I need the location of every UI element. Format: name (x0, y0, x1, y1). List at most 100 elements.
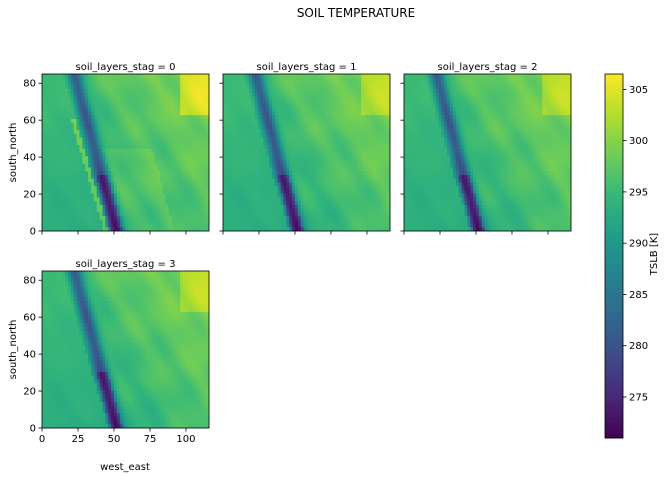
heatmap-cell (163, 74, 166, 78)
heatmap-cell (100, 123, 103, 127)
heatmap-cell (358, 160, 361, 164)
heatmap-cell (154, 81, 157, 85)
heatmap-cell (240, 171, 243, 175)
heatmap-cell (347, 205, 350, 209)
heatmap-cell (137, 216, 140, 220)
heatmap-cell (312, 141, 315, 145)
heatmap-cell (163, 171, 166, 175)
heatmap-cell (249, 123, 252, 127)
heatmap-cell (275, 190, 278, 194)
heatmap-cell (266, 134, 269, 138)
heatmap-cell (347, 149, 350, 153)
heatmap-cell (111, 197, 114, 201)
heatmap-cell (74, 179, 77, 183)
heatmap-cell (114, 179, 117, 183)
heatmap-cell (56, 171, 59, 175)
heatmap-cell (332, 160, 335, 164)
heatmap-cell (91, 104, 94, 108)
heatmap-cell (278, 81, 281, 85)
heatmap-cell (295, 212, 298, 216)
heatmap-cell (137, 220, 140, 224)
heatmap-cell (292, 212, 295, 216)
heatmap-cell (263, 96, 266, 100)
heatmap-cell (307, 220, 310, 224)
heatmap-cell (45, 164, 48, 168)
heatmap-cell (149, 123, 152, 127)
heatmap-cell (197, 96, 200, 100)
heatmap-cell (355, 216, 358, 220)
heatmap-cell (364, 201, 367, 205)
heatmap-cell (312, 212, 315, 216)
heatmap-cell (545, 74, 548, 78)
heatmap-cell (154, 224, 157, 228)
heatmap-cell (111, 119, 114, 123)
heatmap-cell (134, 197, 137, 201)
heatmap-cell (94, 130, 97, 134)
heatmap-cell (163, 126, 166, 130)
heatmap-cell (163, 205, 166, 209)
heatmap-cell (186, 212, 189, 216)
heatmap-cell (48, 220, 51, 224)
heatmap-cell (45, 201, 48, 205)
heatmap-cell (272, 167, 275, 171)
heatmap-cell (126, 81, 129, 85)
heatmap-cell (74, 126, 77, 130)
heatmap-cell (252, 224, 255, 228)
heatmap-cell (146, 111, 149, 115)
heatmap-cell (151, 175, 154, 179)
heatmap-cell (330, 130, 333, 134)
heatmap-cell (174, 74, 177, 78)
heatmap-cell (85, 100, 88, 104)
heatmap-cell (312, 220, 315, 224)
heatmap-cell (183, 167, 186, 171)
heatmap-cell (183, 160, 186, 164)
heatmap-cell (260, 175, 263, 179)
heatmap-cell (381, 134, 384, 138)
heatmap-cell (255, 93, 258, 97)
heatmap-cell (154, 96, 157, 100)
heatmap-cell (200, 179, 203, 183)
heatmap-cell (163, 182, 166, 186)
heatmap-cell (59, 119, 62, 123)
heatmap-cell (146, 205, 149, 209)
heatmap-cell (172, 138, 175, 142)
heatmap-cell (100, 160, 103, 164)
heatmap-cell (195, 171, 198, 175)
heatmap-cell (315, 123, 318, 127)
heatmap-cell (183, 212, 186, 216)
heatmap-cell (114, 111, 117, 115)
heatmap-cell (200, 126, 203, 130)
heatmap-cell (304, 81, 307, 85)
heatmap-cell (289, 175, 292, 179)
heatmap-cell (361, 96, 364, 100)
heatmap-cell (332, 126, 335, 130)
heatmap-cell (275, 141, 278, 145)
heatmap-cell (361, 149, 364, 153)
heatmap-cell (255, 156, 258, 160)
heatmap-cell (105, 171, 108, 175)
heatmap-cell (91, 220, 94, 224)
heatmap-cell (341, 171, 344, 175)
heatmap-cell (117, 130, 120, 134)
heatmap-cell (240, 108, 243, 112)
heatmap-cell (126, 160, 129, 164)
heatmap-cell (258, 205, 261, 209)
heatmap-cell (200, 115, 203, 119)
heatmap-cell (192, 123, 195, 127)
heatmap-cell (91, 123, 94, 127)
heatmap-cell (384, 111, 387, 115)
heatmap-cell (364, 115, 367, 119)
heatmap-cell (117, 89, 120, 93)
heatmap-cell (134, 111, 137, 115)
heatmap-cell (378, 149, 381, 153)
heatmap-cell (82, 74, 85, 78)
heatmap-cell (243, 93, 246, 97)
heatmap-cell (183, 100, 186, 104)
heatmap-cell (123, 119, 126, 123)
heatmap-cell (315, 216, 318, 220)
heatmap-cell (295, 197, 298, 201)
heatmap-cell (97, 175, 100, 179)
heatmap-cell (77, 167, 80, 171)
heatmap-cell (174, 119, 177, 123)
heatmap-cell (350, 119, 353, 123)
